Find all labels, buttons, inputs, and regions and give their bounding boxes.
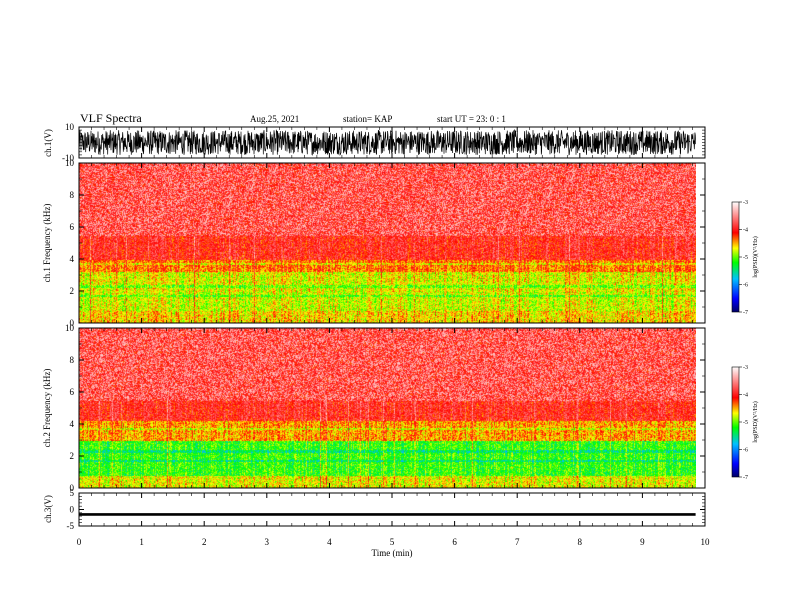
time-axis-label: Time (min) <box>372 548 413 558</box>
ch2-spectrogram-ytick-label: 4 <box>70 419 75 429</box>
ch2-spectrogram-colorbar-tick-label: -3 <box>743 365 748 371</box>
date-label: Aug.25, 2021 <box>250 114 299 124</box>
ch2-spectrogram-ytick-label: 10 <box>65 323 75 333</box>
ch2-spectrogram-colorbar-tick-label: -4 <box>743 393 748 399</box>
ch3-ylabel: ch.3(V) <box>43 495 53 523</box>
ch3-waveform-panel: 5 0 -5 ch.3(V) <box>43 488 706 531</box>
ch1-spectrogram-ytick-label: 4 <box>70 254 75 264</box>
time-axis: 0 1 2 3 4 5 6 7 8 9 10 <box>77 537 710 547</box>
ch2-spectrogram-ytick-label: 2 <box>70 451 75 461</box>
ch2-spectrogram-panel: 0 2 4 6 8 10 ch.2 Frequency (kHz) <box>42 323 706 493</box>
ch1-spectrogram-ytick-label: 8 <box>70 190 75 200</box>
start-ut-label: start UT = 23: 0 : 1 <box>437 114 506 124</box>
ch1-spectrogram-image <box>79 163 696 323</box>
ch1-spectrogram-colorbar-tick-label: -7 <box>743 310 748 316</box>
ch1-spectrogram-colorbar-tick-label: -5 <box>743 255 748 261</box>
time-axis-tick-label: 3 <box>265 537 270 547</box>
ch1-spectrogram-ytick-label: 10 <box>65 158 75 168</box>
ch1-spectrogram-colorbar-tick-label: -3 <box>743 200 748 206</box>
figure-title: VLF Spectra <box>80 111 142 125</box>
ch1-waveform-ytick-label: 10 <box>65 122 75 132</box>
ch3-waveform-ytick-label: 0 <box>70 505 75 515</box>
time-axis-tick-label: 9 <box>640 537 645 547</box>
time-axis-tick-label: 5 <box>390 537 395 547</box>
ch1-spectrogram-colorbar-tick-label: -4 <box>743 228 748 234</box>
ch2-spectrogram-ytick-label: 8 <box>70 355 75 365</box>
time-axis-tick-label: 2 <box>202 537 207 547</box>
ch1-spectrogram-panel: 0 2 4 6 8 10 ch.1 Frequency (kHz) <box>42 158 706 328</box>
ch2-spectrogram-colorbar-tick-label: -5 <box>743 420 748 426</box>
time-axis-tick-label: 4 <box>327 537 332 547</box>
ch2-spectrogram-ytick-label: 6 <box>70 387 75 397</box>
ch1-spectrogram-colorbar-label: log(PSD)(V²/Hz) <box>752 236 759 277</box>
ch2-spectrogram-colorbar-label: log(PSD)(V²/Hz) <box>752 401 759 442</box>
ch2-colorbar: -3 -4 -5 -6 -7 log(PSD)(V²/Hz) <box>731 365 759 481</box>
ch1-waveform-trace <box>78 128 696 156</box>
ch2-spectrogram-ylabel: ch.2 Frequency (kHz) <box>42 369 52 448</box>
ch1-ylabel: ch.1(V) <box>43 129 53 157</box>
ch3-waveform-trace <box>79 513 696 516</box>
ch3-waveform-ytick-label: 5 <box>70 488 75 498</box>
ch1-waveform-panel: 10 -10 ch.1(V) <box>43 122 706 163</box>
time-axis-tick-label: 6 <box>452 537 457 547</box>
time-axis-tick-label: 7 <box>515 537 520 547</box>
ch1-spectrogram-ytick-label: 0 <box>70 318 75 328</box>
time-axis-tick-label: 8 <box>578 537 583 547</box>
ch2-spectrogram-colorbar-tick-label: -7 <box>743 475 748 481</box>
time-axis-tick-label: 10 <box>701 537 711 547</box>
ch1-spectrogram-ytick-label: 6 <box>70 222 75 232</box>
ch1-spectrogram-ylabel: ch.1 Frequency (kHz) <box>42 204 52 283</box>
ch2-spectrogram-colorbar-bar <box>731 366 740 478</box>
station-label: station= KAP <box>343 114 392 124</box>
ch2-spectrogram-colorbar-tick-label: -6 <box>743 448 748 454</box>
time-axis-tick-label: 1 <box>139 537 144 547</box>
ch1-spectrogram-ytick-label: 2 <box>70 286 75 296</box>
ch3-waveform-ytick-label: -5 <box>67 521 75 531</box>
ch1-spectrogram-colorbar-bar <box>731 201 740 313</box>
ch2-spectrogram-image <box>79 328 696 488</box>
ch1-colorbar: -3 -4 -5 -6 -7 log(PSD)(V²/Hz) <box>731 200 759 316</box>
ch1-waveform-ytick-label: -10 <box>62 153 74 163</box>
ch2-spectrogram-ytick-label: 0 <box>70 483 75 493</box>
time-axis-tick-label: 0 <box>77 537 82 547</box>
ch1-spectrogram-colorbar-tick-label: -6 <box>743 283 748 289</box>
